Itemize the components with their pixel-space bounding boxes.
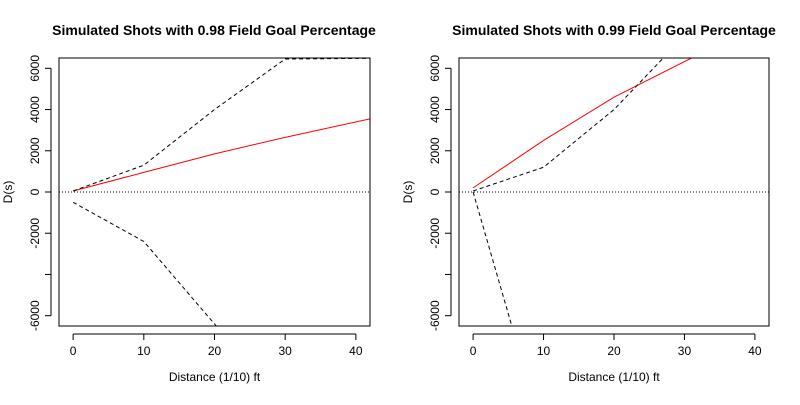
y-tick-label: -6000: [28, 300, 42, 331]
y-tick-label: 2000: [28, 137, 42, 164]
y-tick-label: 6000: [428, 55, 442, 82]
y-tick-label: 4000: [428, 96, 442, 123]
x-tick-label: 30: [279, 344, 293, 358]
series-line-3: [472, 191, 513, 326]
y-tick-label: -6000: [428, 300, 442, 331]
x-tick-label: 20: [208, 344, 222, 358]
series-line-2: [472, 58, 665, 192]
series-line-2: [72, 58, 370, 192]
x-tick-label: 20: [607, 344, 621, 358]
x-tick-label: 10: [537, 344, 551, 358]
series-line-1: [73, 118, 370, 192]
series-line-3: [72, 201, 217, 326]
plot-frame: [58, 57, 371, 327]
series-group: [59, 58, 370, 326]
x-tick-label: 0: [70, 344, 77, 358]
x-tick-label: 0: [470, 344, 477, 358]
y-tick-label: 0: [28, 188, 42, 195]
y-tick-label: 4000: [28, 96, 42, 123]
x-axis-title: Distance (1/10) ft: [169, 370, 261, 384]
series-line-1: [472, 58, 693, 189]
plot-frame: [458, 57, 770, 327]
x-tick-label: 40: [748, 344, 762, 358]
y-tick-label: 6000: [28, 55, 42, 82]
y-tick-label: 2000: [428, 137, 442, 164]
y-axis-title: D(s): [401, 181, 415, 204]
y-axis-title: D(s): [1, 181, 15, 204]
chart-panel-2: 0 10 20 30 40 -6000 -2000 0 2000 4000 6000 Simulate…: [401, 22, 776, 384]
chart-title: Simulated Shots with 0.98 Field Goal Per…: [52, 22, 376, 38]
chart-title: Simulated Shots with 0.99 Field Goal Per…: [452, 22, 776, 38]
x-tick-label: 10: [137, 344, 151, 358]
y-tick-label: -2000: [428, 218, 442, 249]
x-tick-label: 40: [349, 344, 363, 358]
x-tick-label: 30: [678, 344, 692, 358]
chart-panel-1: 0 10 20 30 40 -6000 -2000 0 2000 4000 6000 Simulate…: [1, 22, 376, 384]
x-axis-title: Distance (1/10) ft: [568, 370, 660, 384]
series-group: [459, 58, 769, 326]
y-tick-label: -2000: [28, 218, 42, 249]
y-tick-label: 0: [428, 188, 442, 195]
